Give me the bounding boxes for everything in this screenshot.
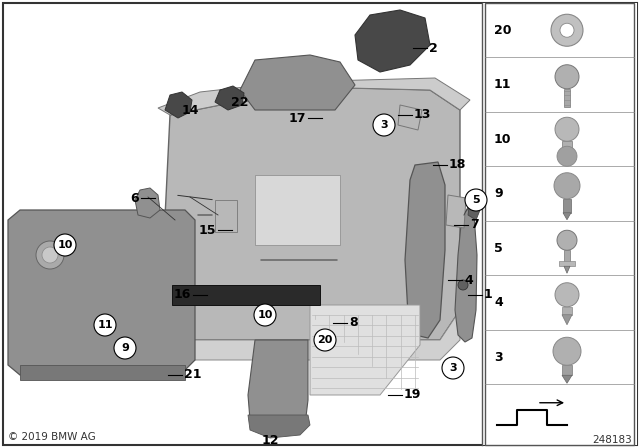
Circle shape [42, 247, 58, 263]
Text: 7: 7 [470, 219, 479, 232]
Polygon shape [158, 78, 470, 115]
Circle shape [114, 337, 136, 359]
Text: 4: 4 [494, 296, 503, 309]
Polygon shape [8, 210, 195, 375]
Bar [215, 200, 237, 232]
Text: 1: 1 [484, 289, 493, 302]
Circle shape [555, 117, 579, 141]
Text: 3: 3 [380, 120, 388, 130]
Circle shape [551, 14, 583, 46]
Text: 9: 9 [494, 187, 502, 200]
Polygon shape [240, 55, 355, 110]
Bar [559, 261, 575, 266]
Polygon shape [165, 92, 192, 118]
Bar [564, 89, 570, 107]
Polygon shape [248, 415, 310, 438]
Polygon shape [355, 10, 430, 72]
Circle shape [373, 114, 395, 136]
Polygon shape [563, 213, 571, 220]
Polygon shape [155, 310, 460, 360]
Circle shape [554, 173, 580, 199]
Bar [562, 141, 572, 151]
Circle shape [553, 337, 581, 365]
Text: 9: 9 [121, 343, 129, 353]
Text: 4: 4 [464, 273, 473, 287]
Polygon shape [468, 200, 480, 220]
Text: 11: 11 [494, 78, 511, 91]
Text: 3: 3 [494, 351, 502, 364]
Polygon shape [562, 315, 572, 325]
Text: 19: 19 [404, 388, 421, 401]
Text: 6: 6 [131, 191, 139, 204]
Text: © 2019 BMW AG: © 2019 BMW AG [8, 432, 96, 442]
Polygon shape [398, 105, 422, 130]
Text: 248183: 248183 [592, 435, 632, 445]
Circle shape [254, 304, 276, 326]
Text: 5: 5 [472, 195, 480, 205]
Polygon shape [20, 365, 185, 380]
Polygon shape [160, 88, 460, 340]
Text: 17: 17 [289, 112, 306, 125]
Circle shape [36, 241, 64, 269]
Text: 14: 14 [181, 103, 199, 116]
Polygon shape [405, 162, 445, 338]
Polygon shape [446, 195, 466, 228]
Bar [562, 365, 572, 375]
Polygon shape [248, 340, 308, 435]
Bar [563, 199, 571, 213]
Circle shape [555, 65, 579, 89]
Polygon shape [135, 188, 160, 218]
Text: 22: 22 [231, 95, 249, 108]
Text: 10: 10 [257, 310, 273, 320]
Text: 5: 5 [494, 242, 503, 255]
Bar [485, 3, 634, 445]
Circle shape [94, 314, 116, 336]
Text: 12: 12 [261, 434, 279, 447]
Circle shape [442, 357, 464, 379]
Circle shape [557, 230, 577, 250]
Polygon shape [562, 375, 572, 383]
Polygon shape [215, 86, 244, 110]
Text: 13: 13 [414, 108, 431, 121]
Circle shape [314, 329, 336, 351]
Text: 20: 20 [494, 24, 511, 37]
Polygon shape [564, 266, 570, 273]
Polygon shape [455, 208, 477, 342]
Text: 3: 3 [449, 363, 457, 373]
Bar [562, 307, 572, 315]
Bar [255, 175, 340, 245]
Circle shape [465, 189, 487, 211]
Circle shape [557, 146, 577, 166]
Bar [564, 250, 570, 262]
Text: 21: 21 [184, 369, 202, 382]
Polygon shape [172, 285, 320, 305]
Text: 20: 20 [317, 335, 333, 345]
Text: 11: 11 [97, 320, 113, 330]
Text: 15: 15 [198, 224, 216, 237]
Text: 10: 10 [494, 133, 511, 146]
Text: 10: 10 [58, 240, 73, 250]
Circle shape [560, 23, 574, 37]
Circle shape [54, 234, 76, 256]
Text: 18: 18 [449, 159, 467, 172]
Circle shape [555, 283, 579, 307]
Circle shape [458, 280, 468, 290]
Text: 2: 2 [429, 42, 438, 55]
Bar [482, 3, 637, 445]
Text: 16: 16 [173, 289, 191, 302]
Text: 8: 8 [349, 316, 358, 329]
Polygon shape [310, 305, 420, 395]
